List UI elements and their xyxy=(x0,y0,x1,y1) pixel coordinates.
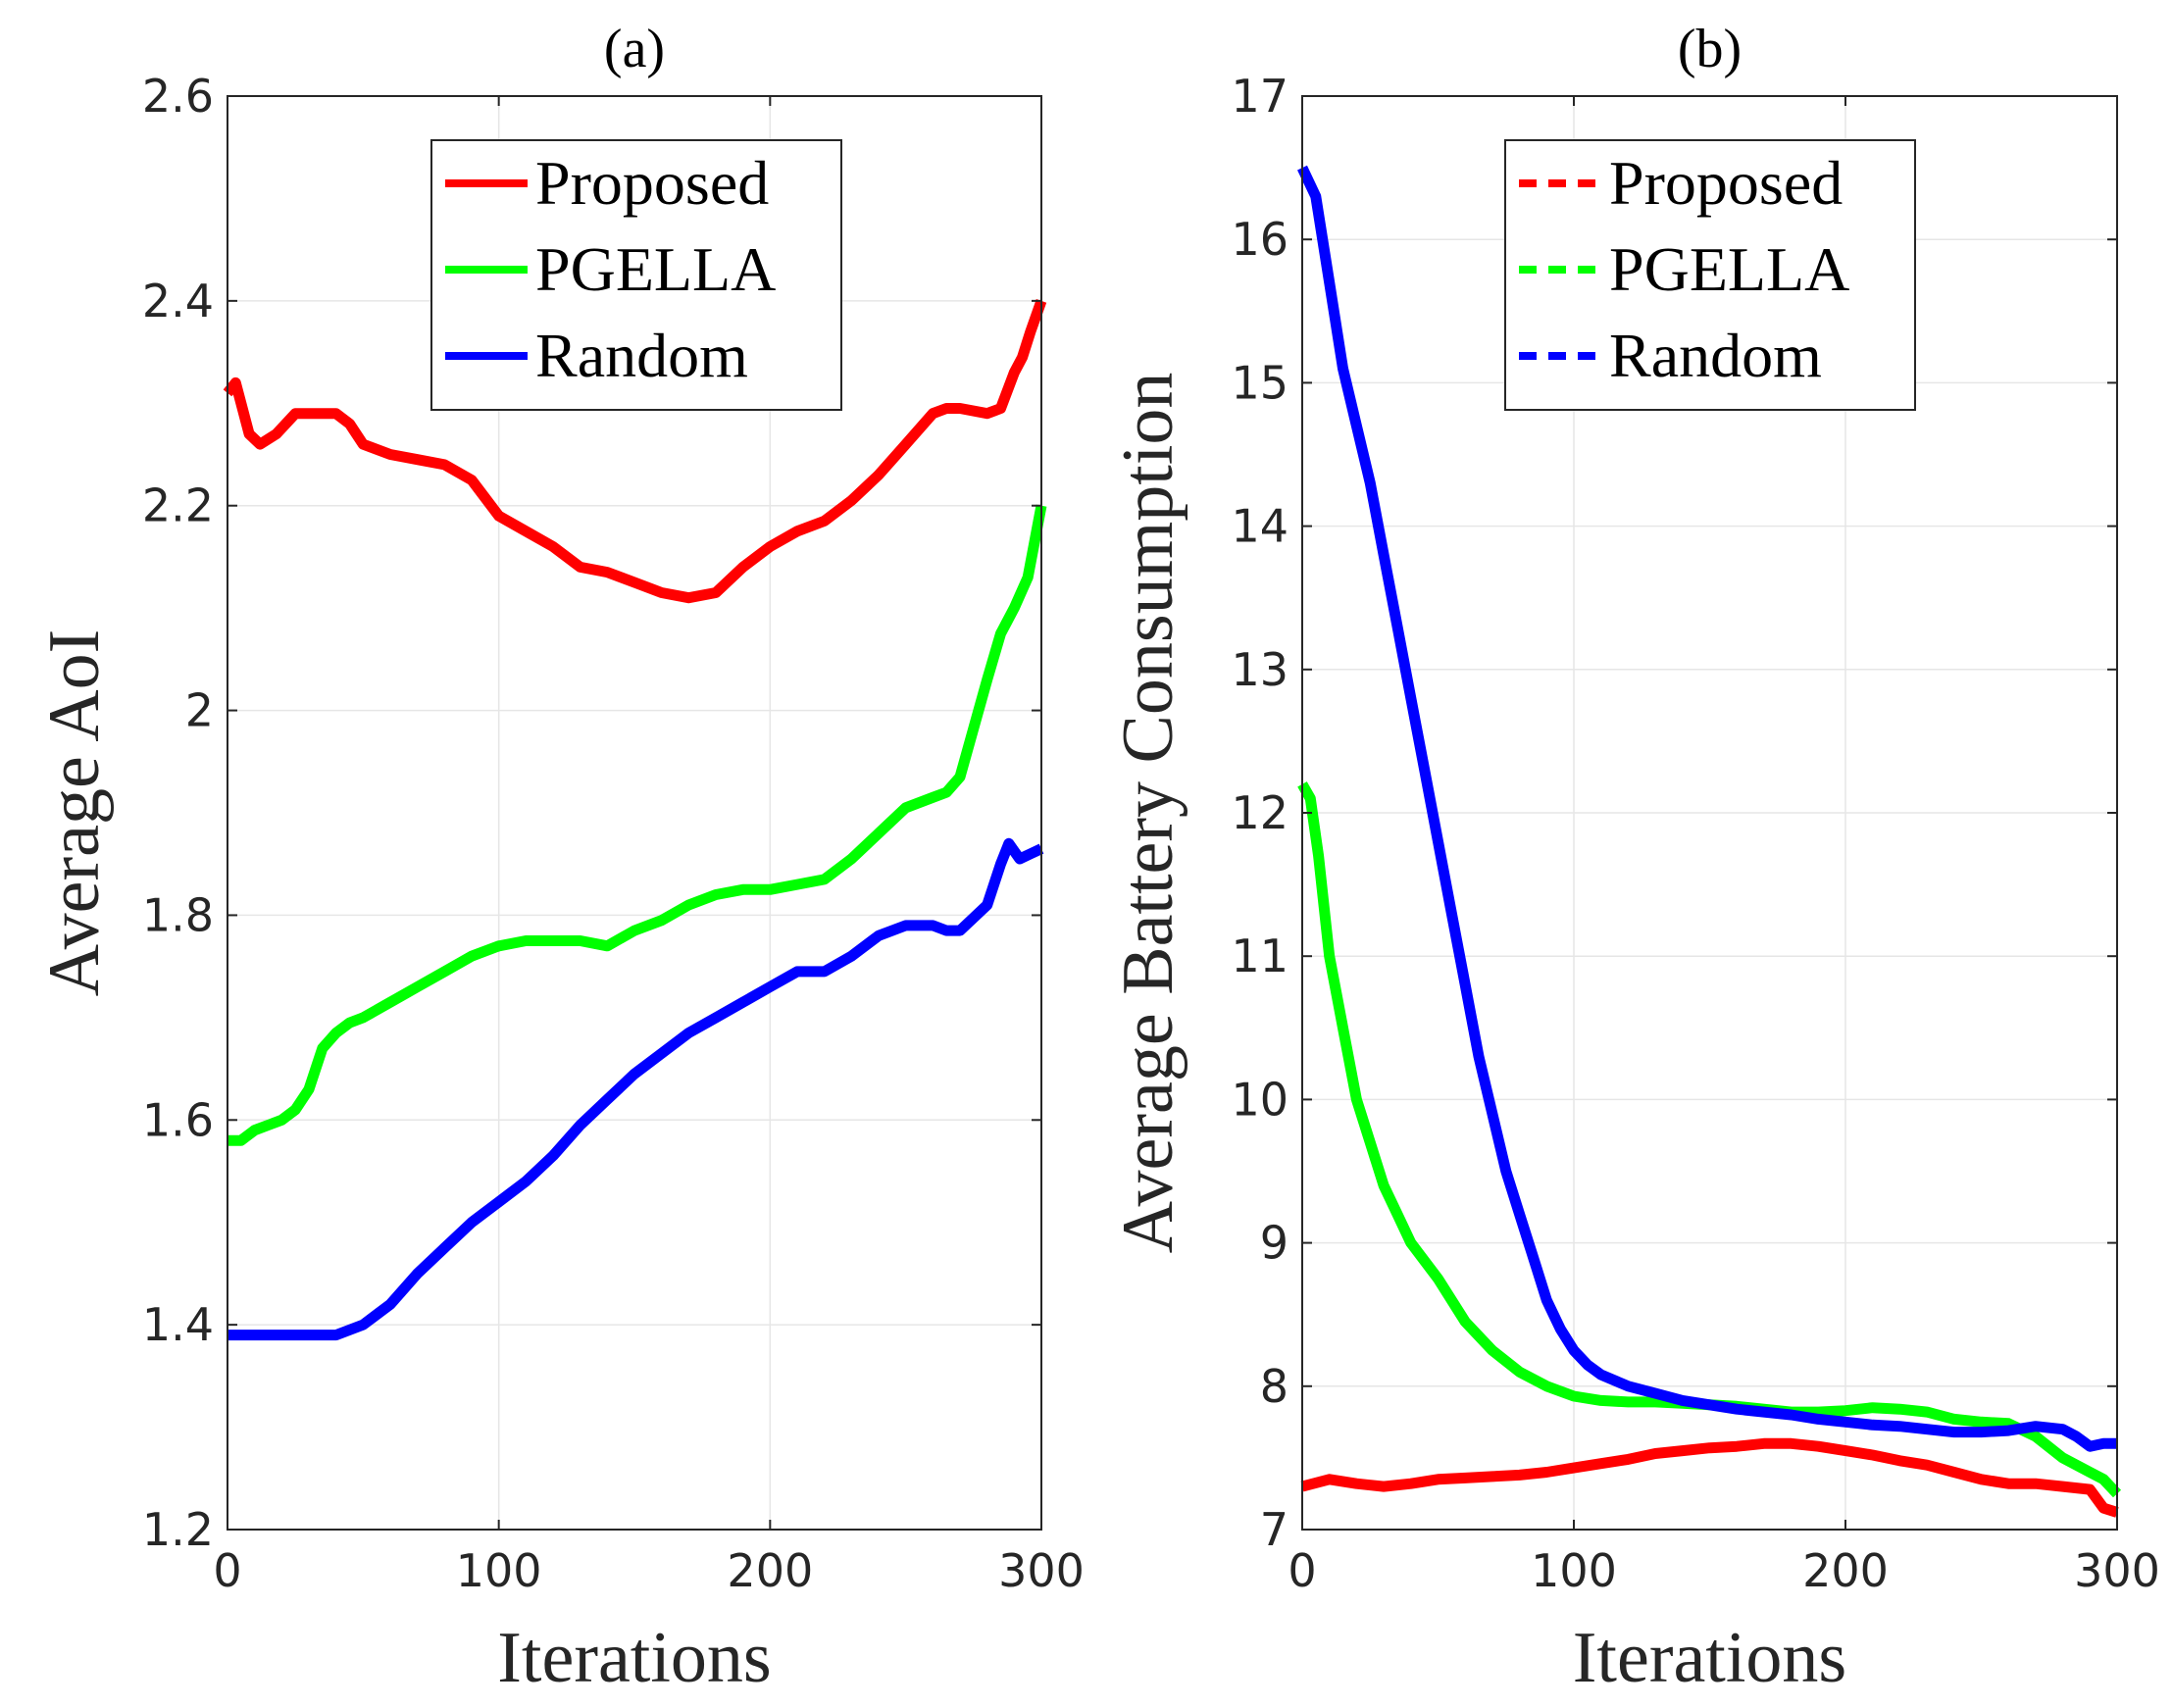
y-tick-label: 14 xyxy=(1231,500,1288,553)
legend-label-pgella: PGELLA xyxy=(1609,234,1849,304)
y-axis-label: Average Battery Consumption xyxy=(1108,373,1188,1254)
x-tick-label: 300 xyxy=(2074,1544,2160,1597)
legend-box xyxy=(1504,139,1916,411)
y-tick-label: 2.6 xyxy=(142,70,214,123)
y-tick-label: 2.2 xyxy=(142,479,214,532)
chart-b: 0 100 200 300 7 8 9 10 11 12 13 14 15 16 17 (b) Iteratio… xyxy=(1108,19,2160,1698)
x-axis-label: Iterations xyxy=(497,1618,771,1698)
legend-label-proposed: Proposed xyxy=(1609,148,1843,218)
y-tick-label: 12 xyxy=(1231,786,1288,839)
x-tick-label: 300 xyxy=(998,1544,1085,1597)
x-axis-label: Iterations xyxy=(1573,1618,1846,1698)
y-tick-label: 7 xyxy=(1260,1503,1288,1556)
ticks: 0 100 200 300 1.2 1.4 1.6 1.8 2 2.2 2.4 2.6 xyxy=(142,70,1085,1597)
series-group xyxy=(223,299,1047,1341)
x-tick-label: 0 xyxy=(213,1544,241,1597)
chart-title: (a) xyxy=(604,19,665,79)
series-line-pgella xyxy=(227,504,1047,1146)
chart-a: 0 100 200 300 1.2 1.4 1.6 1.8 2 2.2 2.4 2.6 (a) Itera… xyxy=(34,19,1085,1698)
y-tick-label: 10 xyxy=(1231,1073,1288,1126)
y-tick-label: 1.6 xyxy=(142,1093,214,1146)
series-line-proposed xyxy=(223,299,1047,604)
x-tick-label: 100 xyxy=(1531,1544,1617,1597)
legend-label-pgella: PGELLA xyxy=(535,234,776,304)
legend: Proposed PGELLA Random xyxy=(430,139,842,411)
y-tick-label: 2 xyxy=(185,684,214,737)
y-tick-label: 11 xyxy=(1231,929,1288,982)
chart-title: (b) xyxy=(1678,19,1742,79)
legend: Proposed PGELLA Random xyxy=(1504,139,1916,411)
x-tick-label: 100 xyxy=(456,1544,542,1597)
y-tick-label: 1.2 xyxy=(142,1503,214,1556)
y-tick-label: 8 xyxy=(1260,1360,1288,1413)
y-tick-label: 17 xyxy=(1231,70,1288,123)
y-tick-label: 1.4 xyxy=(142,1298,214,1351)
ticks: 0 100 200 300 7 8 9 10 11 12 13 14 15 16 17 xyxy=(1231,70,2159,1597)
x-tick-label: 0 xyxy=(1288,1544,1316,1597)
series-line-pgella xyxy=(1297,781,2122,1498)
y-tick-label: 1.8 xyxy=(142,888,214,941)
legend-label-random: Random xyxy=(1609,321,1822,390)
series-group xyxy=(1297,165,2122,1518)
x-tick-label: 200 xyxy=(1802,1544,1889,1597)
legend-label-proposed: Proposed xyxy=(535,148,769,218)
legend-label-random: Random xyxy=(535,321,748,390)
y-tick-label: 13 xyxy=(1231,643,1288,696)
series-line-random xyxy=(1297,165,2117,1452)
y-tick-label: 9 xyxy=(1260,1217,1288,1270)
series-line-random xyxy=(227,837,1044,1341)
y-tick-label: 16 xyxy=(1231,213,1288,266)
x-tick-label: 200 xyxy=(727,1544,813,1597)
axes-box xyxy=(227,95,1042,1531)
series-line-proposed xyxy=(1300,1437,2119,1518)
y-axis-label: Average AoI xyxy=(34,629,115,997)
y-tick-label: 15 xyxy=(1231,356,1288,409)
y-tick-label: 2.4 xyxy=(142,275,214,327)
